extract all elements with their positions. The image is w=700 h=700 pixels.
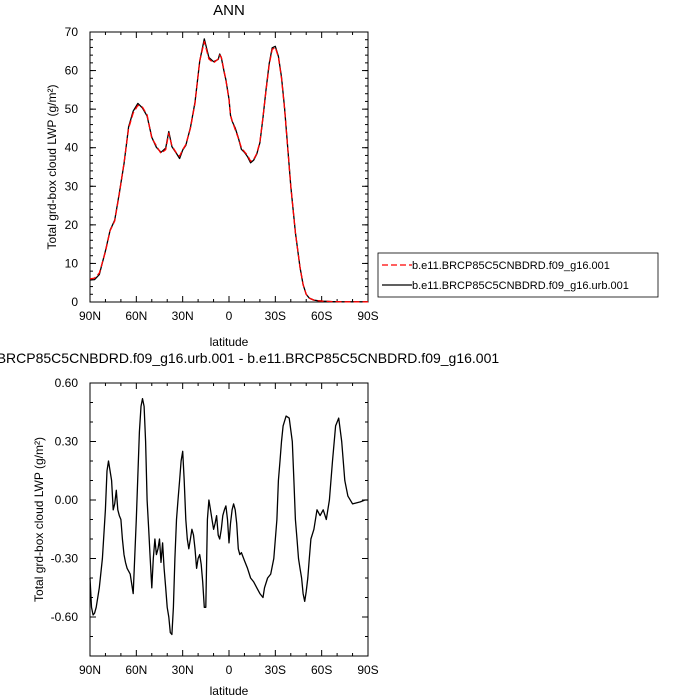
x-tick-label: 90S <box>357 663 378 677</box>
x-tick-label: 30N <box>172 309 194 323</box>
x-tick-label: 60N <box>125 309 147 323</box>
x-axis-label: latitude <box>210 335 249 349</box>
y-tick-label: -0.30 <box>51 552 79 566</box>
y-tick-label: 20 <box>65 218 79 232</box>
x-tick-label: 60N <box>125 663 147 677</box>
y-tick-label: -0.60 <box>51 610 79 624</box>
series-line-0 <box>89 40 368 303</box>
y-tick-label: 40 <box>65 141 79 155</box>
y-tick-label: 0 <box>71 295 78 309</box>
chart-bottom-difference: b.e11.BRCP85C5CNBDRD.f09_g16.urb.001 - b… <box>0 350 499 698</box>
series-line-0 <box>89 397 368 636</box>
y-tick-label: 50 <box>65 102 79 116</box>
y-axis-label: Total grd-box cloud LWP (g/m²) <box>45 85 59 250</box>
x-axis-label: latitude <box>210 684 249 698</box>
y-tick-label: 0.00 <box>55 493 79 507</box>
y-axis-label: Total grd-box cloud LWP (g/m²) <box>32 437 46 602</box>
x-tick-label: 90N <box>79 309 101 323</box>
chart-top-annual-lwp: ANN 90N 60N 30N 0 30S 60S 90S 0 10 20 30 40 50 60 70 lat… <box>45 2 659 349</box>
x-tick-label: 30N <box>172 663 194 677</box>
y-tick-label: 10 <box>65 256 79 270</box>
legend-box <box>377 252 659 298</box>
y-tick-label: 70 <box>65 25 79 39</box>
y-tick-label: 0.60 <box>55 376 79 390</box>
x-tick-label: 30S <box>265 663 286 677</box>
x-tick-label: 90N <box>79 663 101 677</box>
x-tick-label: 90S <box>357 309 378 323</box>
legend-label-0: b.e11.BRCP85C5CNBDRD.f09_g16.001 <box>412 260 610 272</box>
x-tick-label: 30S <box>265 309 286 323</box>
x-tick-label: 60S <box>311 309 332 323</box>
x-tick-label: 60S <box>311 663 332 677</box>
y-tick-label: 0.30 <box>55 435 79 449</box>
chart-title: b.e11.BRCP85C5CNBDRD.f09_g16.urb.001 - b… <box>0 350 499 366</box>
y-tick-label: 30 <box>65 179 79 193</box>
x-tick-label: 0 <box>226 663 233 677</box>
x-tick-label: 0 <box>226 309 233 323</box>
y-tick-label: 60 <box>65 64 79 78</box>
legend-label-1: b.e11.BRCP85C5CNBDRD.f09_g16.urb.001 <box>412 280 629 292</box>
chart-title: ANN <box>213 2 245 19</box>
